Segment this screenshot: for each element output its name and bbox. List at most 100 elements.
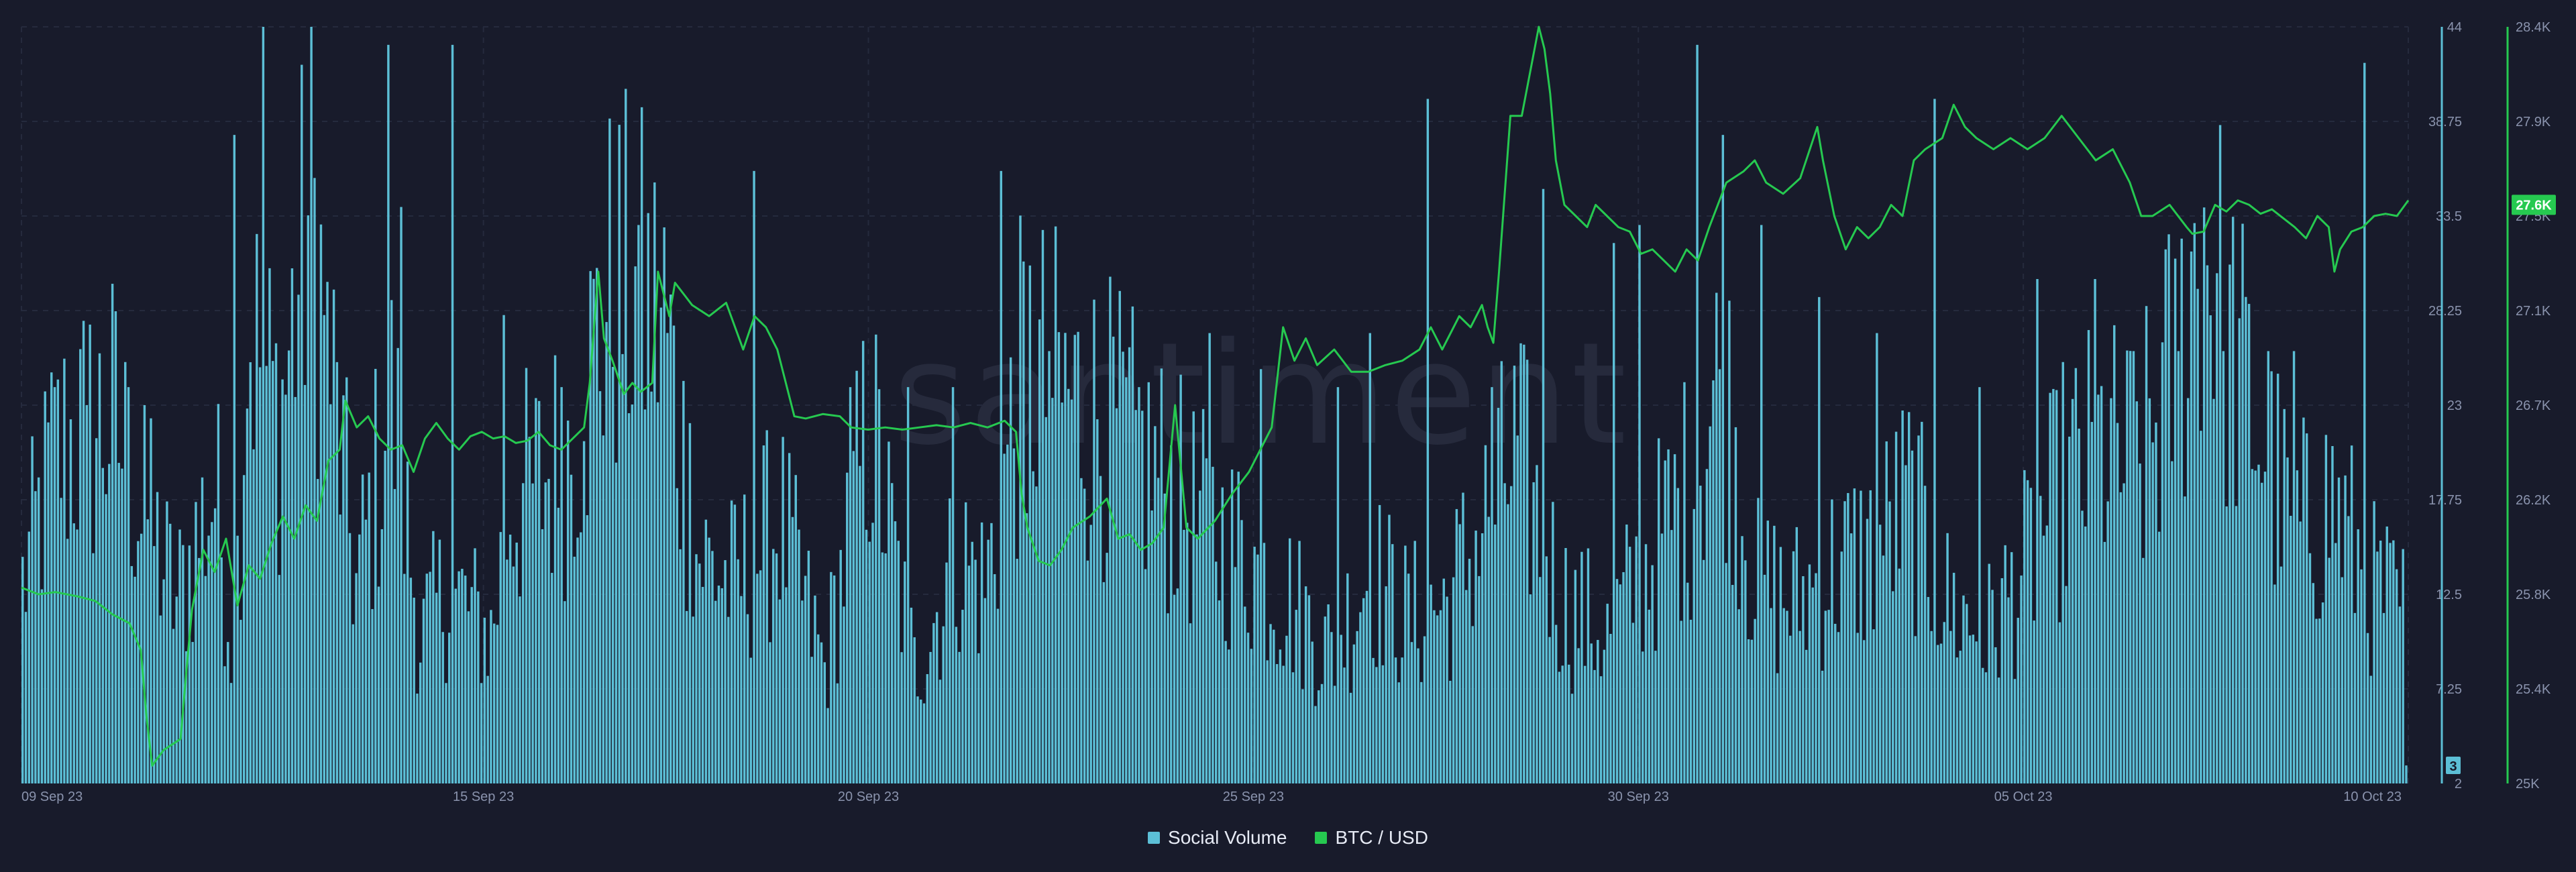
social-volume-bar [217, 404, 220, 783]
social-volume-last-badge [2446, 757, 2461, 774]
social-volume-bar [2029, 488, 2033, 783]
social-volume-bar [1275, 664, 1279, 783]
social-volume-bar [89, 324, 91, 783]
social-volume-bar [2363, 62, 2366, 784]
social-volume-bar [990, 523, 993, 783]
social-volume-bar [1273, 629, 1275, 783]
social-volume-bar [1080, 478, 1083, 783]
social-volume-bar [1282, 665, 1285, 783]
social-volume-bar [2225, 506, 2228, 783]
social-volume-bar [413, 597, 415, 783]
social-volume-bar [198, 557, 201, 783]
social-volume-bar [44, 391, 46, 783]
social-volume-bar [1073, 335, 1077, 783]
social-volume-bar [2055, 390, 2058, 783]
social-volume-bar [262, 27, 265, 783]
social-volume-bar [361, 474, 364, 783]
social-volume-bar [1837, 632, 1840, 783]
social-volume-bar [1349, 692, 1352, 783]
social-volume-bar [1458, 524, 1461, 783]
social-volume-bar [2235, 506, 2238, 783]
social-volume-bar [1368, 333, 1371, 783]
social-volume-bar [2180, 238, 2183, 783]
social-volume-bar [1869, 490, 1872, 783]
social-volume-bar [1109, 276, 1112, 783]
social-volume-bar [1577, 648, 1580, 783]
social-volume-bar [438, 539, 441, 783]
social-volume-bar [2366, 633, 2369, 783]
social-volume-bar [172, 629, 175, 783]
social-volume-bar [1625, 525, 1628, 783]
social-volume-bar [384, 451, 386, 783]
social-volume-bar [653, 182, 656, 784]
social-volume-bar [592, 278, 595, 783]
social-volume-bar [1291, 672, 1295, 783]
social-volume-bar [2376, 551, 2379, 783]
social-volume-bar [352, 624, 355, 783]
social-volume-bar [1888, 501, 1891, 783]
social-volume-bar [364, 519, 368, 783]
social-volume-bar [843, 606, 845, 783]
social-volume-bar [137, 541, 140, 783]
social-volume-bar [53, 387, 56, 783]
social-volume-bar [1144, 569, 1147, 783]
social-volume-bar [1096, 419, 1099, 783]
social-volume-bar [425, 574, 428, 783]
social-volume-bar [1554, 624, 1558, 783]
legend-item-social-volume[interactable]: Social Volume [1148, 827, 1287, 849]
social-volume-bar [541, 529, 544, 783]
social-volume-bar [2097, 394, 2100, 783]
legend-item-btc-usd[interactable]: BTC / USD [1315, 827, 1428, 849]
social-volume-bar [290, 268, 294, 783]
social-volume-bar [85, 405, 89, 783]
social-volume-bar [2347, 516, 2350, 783]
social-volume-bar [1597, 640, 1599, 783]
social-volume-bar [1163, 493, 1166, 783]
social-volume-bar [1195, 534, 1198, 783]
social-volume-bar [1407, 574, 1410, 783]
social-volume-bar [2187, 398, 2190, 783]
social-volume-bar [1776, 673, 1779, 783]
social-volume-bar [1128, 347, 1131, 783]
social-volume-bar [63, 358, 66, 783]
social-volume-bar [865, 529, 868, 783]
social-volume-bar [1224, 641, 1227, 783]
social-volume-bar [1340, 635, 1342, 783]
social-volume-bar [246, 408, 249, 783]
social-volume-bar [1651, 565, 1654, 783]
social-volume-bar [692, 616, 694, 783]
social-volume-bar [1949, 631, 1952, 783]
social-volume-bar [307, 215, 310, 783]
social-volume-bar [1805, 649, 1808, 783]
social-volume-bar [621, 353, 624, 783]
y-right-tick-label: 26.2K [2516, 493, 2551, 508]
social-volume-bar [28, 531, 30, 783]
legend: Social Volume BTC / USD [0, 827, 2576, 849]
social-volume-bar [220, 557, 223, 783]
social-volume-bar [1234, 567, 1237, 783]
social-volume-bar [1266, 660, 1269, 783]
social-volume-bar [2142, 557, 2145, 783]
social-volume-bar [1298, 541, 1301, 783]
social-volume-bar [1054, 226, 1057, 783]
social-volume-bar [967, 565, 971, 783]
social-volume-bar [1946, 533, 1949, 783]
social-volume-bar [143, 405, 146, 783]
social-volume-bar [2010, 552, 2013, 783]
social-volume-bar [2013, 679, 2017, 783]
social-volume-bar [1446, 596, 1448, 783]
social-volume-bar [791, 516, 794, 783]
social-volume-bar [2106, 501, 2109, 783]
y-left-tick-label: 38.75 [2428, 115, 2462, 129]
social-volume-bar [345, 377, 348, 783]
social-volume-bar [1003, 453, 1006, 783]
social-volume-bar [1667, 449, 1670, 783]
social-volume-bar [1404, 545, 1407, 783]
y-left-tick-label: 23 [2447, 398, 2462, 413]
social-volume-bar [1509, 486, 1513, 783]
social-volume-bar [400, 207, 402, 783]
social-volume-bar [21, 557, 24, 783]
social-volume-bar [951, 387, 955, 783]
social-volume-bar [2331, 446, 2334, 783]
social-volume-bar [1452, 577, 1455, 783]
